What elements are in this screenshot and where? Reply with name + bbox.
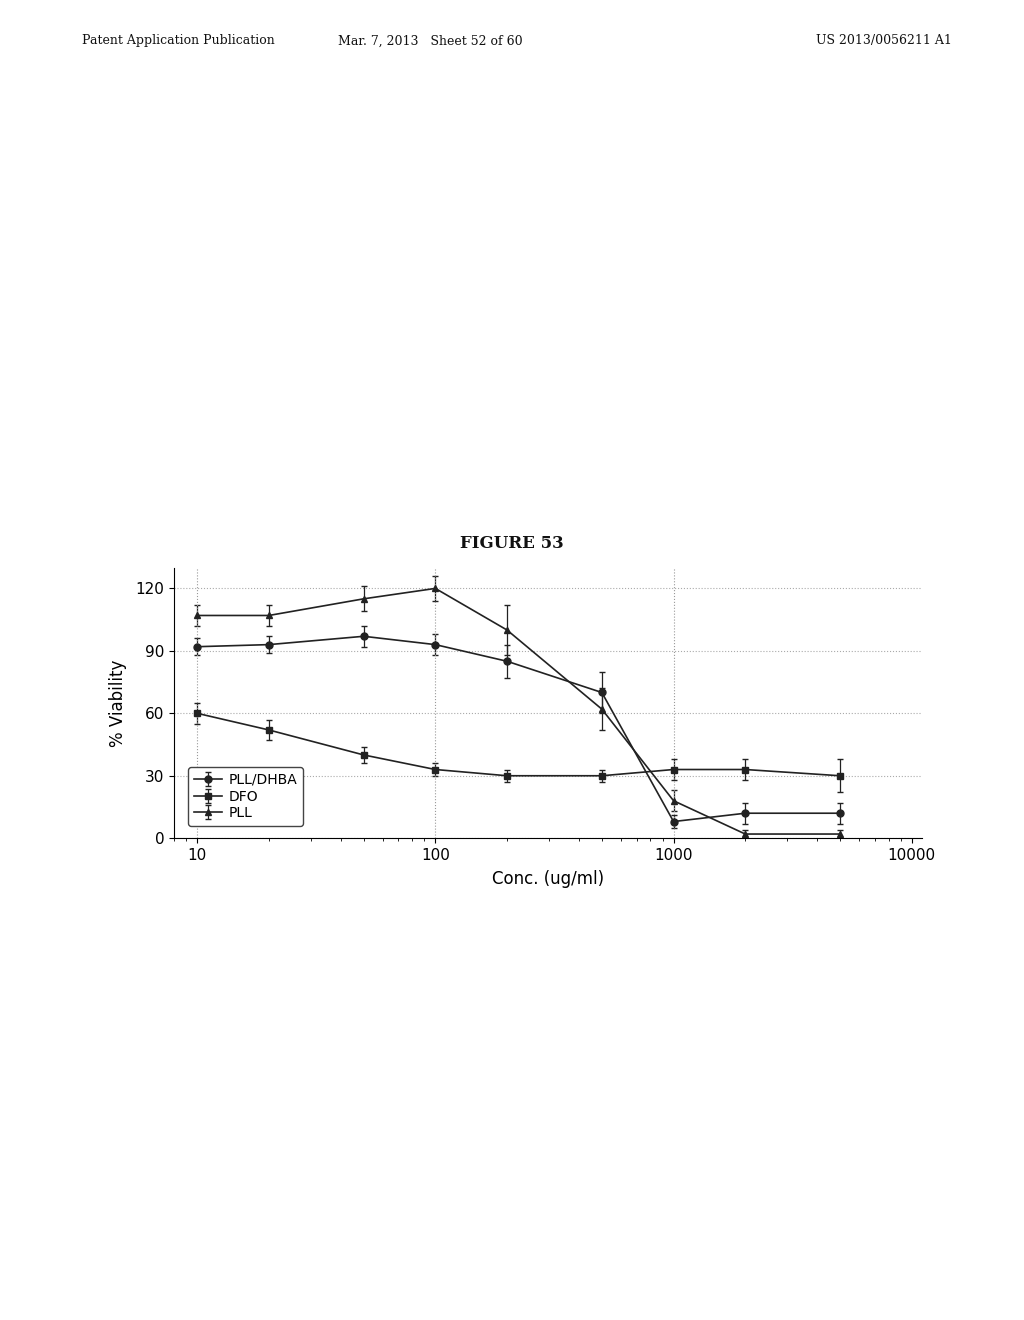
Legend: PLL/DHBA, DFO, PLL: PLL/DHBA, DFO, PLL bbox=[188, 767, 303, 826]
Text: Patent Application Publication: Patent Application Publication bbox=[82, 34, 274, 48]
Text: Mar. 7, 2013   Sheet 52 of 60: Mar. 7, 2013 Sheet 52 of 60 bbox=[338, 34, 522, 48]
X-axis label: Conc. (ug/ml): Conc. (ug/ml) bbox=[492, 870, 604, 888]
Text: US 2013/0056211 A1: US 2013/0056211 A1 bbox=[816, 34, 952, 48]
Text: FIGURE 53: FIGURE 53 bbox=[460, 535, 564, 552]
Y-axis label: % Viability: % Viability bbox=[110, 659, 127, 747]
